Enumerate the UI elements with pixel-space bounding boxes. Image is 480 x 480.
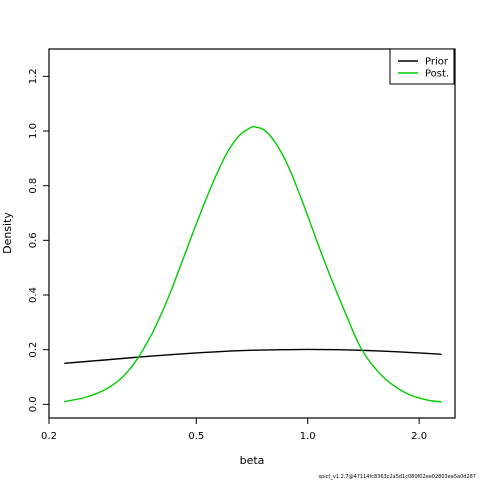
x-tick-label: 0.2 (41, 431, 57, 442)
y-tick-label: 0.6 (28, 232, 39, 248)
x-axis-label: beta (240, 454, 265, 467)
legend-label: Post. (425, 69, 449, 80)
y-tick-label: 0.0 (28, 396, 39, 412)
legend-box (389, 48, 455, 85)
y-tick-label: 0.4 (28, 287, 39, 303)
y-axis: 0.0 0.2 0.4 0.6 0.8 1.0 1.2 (28, 68, 49, 412)
y-tick-label: 0.8 (28, 178, 39, 194)
x-tick-label: 0.5 (188, 431, 204, 442)
footer-note: spict_v1.2.7@47114fc8363c2a5d1c080f02ee0… (319, 474, 477, 480)
x-axis: 0.2 0.5 1.0 2.0 (41, 418, 427, 442)
legend-label: Prior (425, 57, 449, 68)
y-tick-label: 1.2 (28, 68, 39, 84)
series-line-post (64, 125, 442, 403)
x-tick-label: 1.0 (300, 431, 316, 442)
series-line-prior (64, 348, 442, 365)
plot-frame (48, 48, 456, 419)
x-tick-label: 2.0 (411, 431, 427, 442)
y-axis-label: Density (1, 212, 14, 254)
series-layer (64, 125, 442, 403)
y-tick-label: 1.0 (28, 123, 39, 139)
y-tick-label: 0.2 (28, 342, 39, 358)
